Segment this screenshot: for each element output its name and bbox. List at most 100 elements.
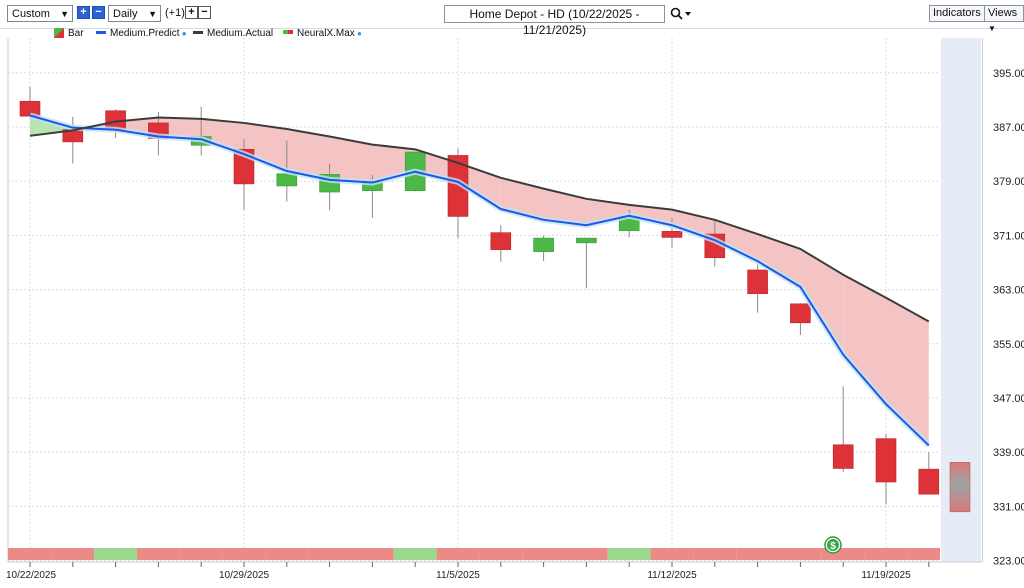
signal-cell (222, 548, 266, 560)
views-button[interactable]: Views ▼ (984, 5, 1024, 33)
gridlines (7, 38, 940, 562)
signal-cell (650, 548, 694, 560)
signal-cell (736, 548, 779, 560)
fill-segment (329, 136, 373, 183)
y-tick-label: 363.00 (993, 285, 1024, 297)
neural-legend-icon (283, 30, 293, 35)
fill-segment (843, 274, 886, 405)
x-tick-label: 11/12/2025 (647, 570, 697, 581)
y-tick-label: 323.00 (993, 556, 1024, 568)
forecast-candle (949, 462, 971, 513)
candle-body (747, 269, 768, 294)
y-axis: 395.00 387.00 379.00 371.00 363.00 355.00 347.… (993, 68, 1024, 568)
signal-cell (522, 548, 565, 560)
legend-predict-label: Medium.Predict (110, 28, 180, 39)
chevron-down-icon: ▼ (148, 9, 157, 19)
signal-cell (137, 548, 180, 560)
chart-title-box[interactable]: Home Depot - HD (10/22/2025 - 11/21/2025… (444, 5, 665, 37)
y-tick-label: 387.00 (993, 122, 1024, 134)
fill-segment (115, 117, 159, 137)
fill-segment (158, 117, 202, 140)
signal-cell (907, 548, 940, 560)
dollar-icon: $ (830, 541, 836, 552)
candle-body (832, 444, 854, 469)
y-tick-label: 395.00 (993, 68, 1024, 80)
zoom-in-button[interactable]: + (77, 6, 90, 19)
search-icon[interactable] (670, 7, 692, 21)
signal-strip (8, 548, 940, 560)
candle-body (490, 232, 512, 250)
chart-title: Home Depot - HD (10/22/2025 - 11/21/2025… (469, 7, 640, 37)
candle-body (875, 438, 897, 483)
legend-item-bar[interactable]: Bar (54, 28, 84, 39)
interval-select-value: Daily (113, 8, 138, 20)
forecast-candle-group (949, 462, 971, 513)
x-tick-label: 10/22/2025 (6, 570, 56, 581)
candle-body (533, 237, 554, 252)
y-tick-label: 355.00 (993, 339, 1024, 351)
legend-bar-label: Bar (68, 28, 84, 39)
x-tick-label: 10/29/2025 (219, 570, 269, 581)
signal-cell (179, 548, 223, 560)
fill-segment (543, 188, 587, 226)
legend-item-neural[interactable]: NeuralX.Max ● (283, 28, 362, 39)
prediction-fill (30, 115, 929, 446)
signal-cell (265, 548, 309, 560)
indicators-label: Indicators (933, 7, 981, 19)
x-tick-label: 11/19/2025 (861, 570, 911, 581)
chart-toolbar: Custom ▼ + − Daily ▼ (+1) + − Home Depot… (0, 0, 1024, 37)
zoom-out-button[interactable]: − (92, 6, 105, 19)
views-label: Views (988, 7, 1018, 19)
candle-body (576, 237, 597, 244)
y-tick-label: 347.00 (993, 393, 1024, 405)
dividend-marker[interactable]: $ (824, 536, 842, 554)
signal-cell (308, 548, 351, 560)
offset-label: (+1) (165, 7, 185, 19)
candle-body (661, 231, 683, 238)
legend-item-actual[interactable]: Medium.Actual (193, 28, 273, 39)
signal-cell (607, 548, 651, 560)
settings-dot-icon[interactable]: ● (354, 29, 362, 38)
offset-minus-button[interactable]: − (198, 6, 211, 19)
legend-item-predict[interactable]: Medium.Predict ● (96, 28, 187, 39)
interval-select[interactable]: Daily ▼ (108, 5, 161, 22)
fill-segment (586, 198, 630, 226)
signal-cell (351, 548, 394, 560)
actual-line (29, 116, 930, 323)
predict-line-icon (96, 31, 106, 35)
y-tick-label: 379.00 (993, 176, 1024, 188)
signal-cell (565, 548, 608, 560)
layout-select[interactable]: Custom ▼ (7, 5, 73, 22)
legend-neural-label: NeuralX.Max (297, 28, 355, 39)
y-tick-label: 331.00 (993, 501, 1024, 513)
signal-cell (51, 548, 95, 560)
actual-line-icon (193, 31, 203, 35)
layout-select-value: Custom (12, 8, 50, 20)
legend-actual-label: Medium.Actual (207, 28, 274, 39)
series-lines (29, 112, 931, 448)
y-tick-label: 371.00 (993, 230, 1024, 242)
fill-segment (201, 118, 244, 155)
chevron-down-icon: ▼ (60, 9, 69, 19)
fill-segment (800, 248, 844, 355)
y-tick-label: 339.00 (993, 447, 1024, 459)
signal-cell (779, 548, 822, 560)
fill-segment (286, 129, 330, 180)
signal-cell (693, 548, 737, 560)
candle-body (918, 468, 940, 495)
predict-line (29, 114, 930, 447)
x-tick-label: 11/5/2025 (436, 570, 480, 581)
signal-cell (479, 548, 523, 560)
fill-segment (886, 297, 929, 446)
signal-cell (393, 548, 437, 560)
axis-divider (982, 38, 983, 562)
signal-cell (8, 548, 52, 560)
settings-dot-icon[interactable]: ● (179, 29, 187, 38)
candlesticks (19, 86, 940, 505)
offset-plus-button[interactable]: + (185, 6, 198, 19)
signal-cell (94, 548, 137, 560)
signal-cell (864, 548, 908, 560)
fill-segment (714, 219, 758, 262)
fill-segment (757, 234, 801, 287)
